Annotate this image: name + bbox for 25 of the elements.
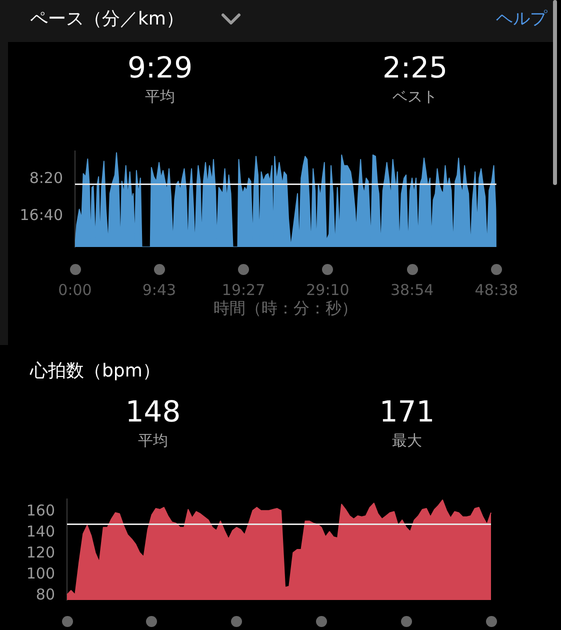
text: 148 xyxy=(125,394,181,429)
chart-title: 心拍数（bpm） xyxy=(30,360,160,382)
text: 平均 xyxy=(145,87,175,106)
y-tick-label: 16:40 xyxy=(20,206,63,224)
x-tick-label: 9:43 xyxy=(142,280,176,299)
x-tick-label: 38:54 xyxy=(390,280,434,299)
y-tick-label: 100 xyxy=(26,564,55,583)
text: 最大 xyxy=(392,431,422,450)
x-tick-label: 0:00 xyxy=(58,280,92,299)
x-tick-label: 29:10 xyxy=(306,280,350,299)
text: ヘルプ xyxy=(496,9,547,30)
text: 171 xyxy=(379,394,435,429)
y-tick-label: 80 xyxy=(36,586,55,604)
text: 2:25 xyxy=(382,50,448,85)
y-tick-label: 160 xyxy=(26,502,55,520)
chart-title: ペース（分／km） xyxy=(30,8,184,30)
text: 平均 xyxy=(138,431,168,450)
y-tick-label: 120 xyxy=(26,544,55,562)
x-axis-title: 時間（時：分：秒） xyxy=(214,298,358,318)
y-tick-label: 140 xyxy=(26,522,55,541)
y-tick-label: 8:20 xyxy=(29,169,63,188)
x-tick-label: 48:38 xyxy=(474,280,518,299)
x-tick-label: 19:27 xyxy=(222,280,266,299)
text: 9:29 xyxy=(127,50,193,85)
text: ベスト xyxy=(392,87,438,106)
